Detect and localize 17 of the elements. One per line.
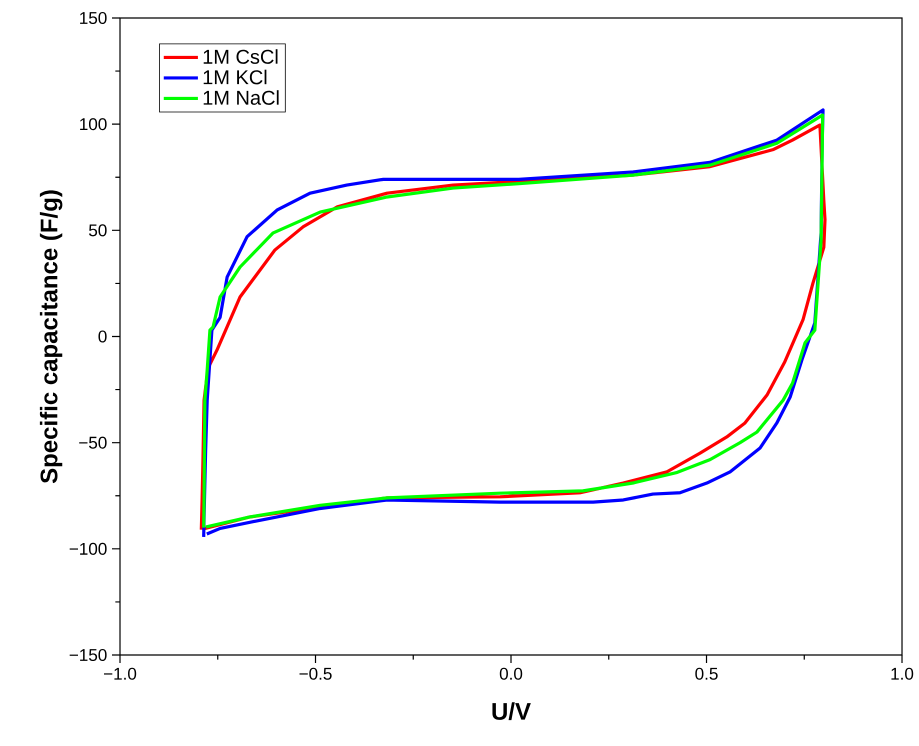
y-tick-label: 50 <box>89 224 107 236</box>
y-tick-label: 100 <box>80 118 107 130</box>
legend-label: 1M KCl <box>204 70 266 84</box>
x-tick-label: −0.5 <box>299 668 332 680</box>
legend-label: 1M CsCl <box>204 49 278 64</box>
y-tick-label: 0 <box>98 330 107 343</box>
x-tick-label: 0.5 <box>695 668 718 680</box>
y-tick-label: −150 <box>70 648 107 662</box>
legend-label: 1M NaCl <box>204 90 279 105</box>
x-tick-label: 0.0 <box>500 668 522 680</box>
y-tick-label: −50 <box>79 436 107 449</box>
y-axis-title: Specific capacitance (F/g) <box>40 190 62 484</box>
x-tick-label: −1.0 <box>104 668 136 680</box>
x-axis-title: U/V <box>492 702 531 720</box>
x-tick-label: 1.0 <box>891 668 914 680</box>
y-tick-label: −100 <box>70 542 107 555</box>
y-tick-label: 150 <box>80 12 107 24</box>
